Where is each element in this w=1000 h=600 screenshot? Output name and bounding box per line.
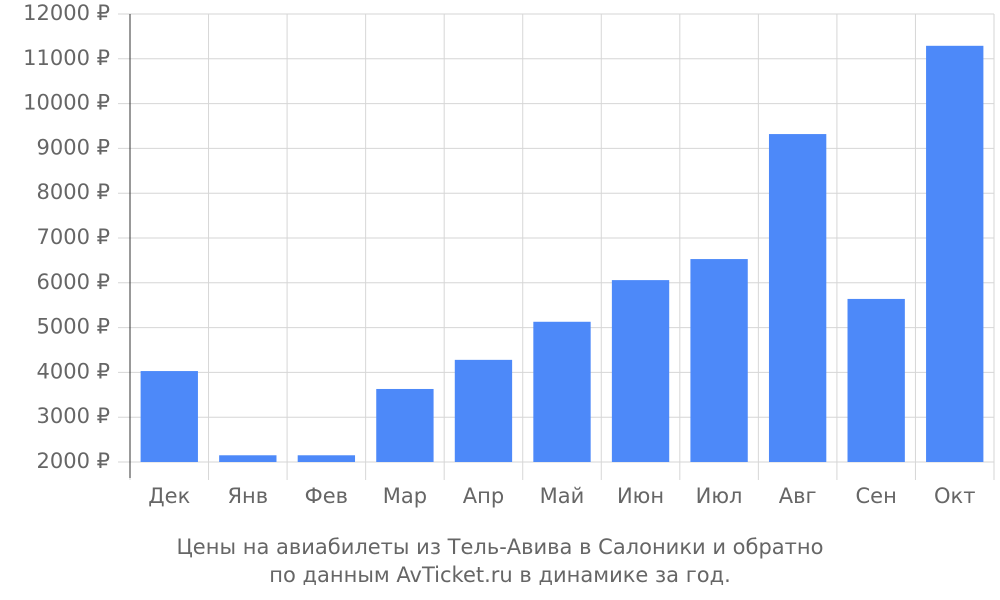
- bar: [533, 321, 591, 462]
- bar: [376, 388, 434, 462]
- x-tick-label: Июн: [617, 484, 664, 508]
- x-tick-label: Дек: [148, 484, 190, 508]
- x-tick-label: Сен: [856, 484, 897, 508]
- y-tick-label: 11000 ₽: [23, 46, 110, 70]
- y-tick-label: 7000 ₽: [37, 225, 110, 249]
- y-tick-label: 9000 ₽: [37, 135, 110, 159]
- y-tick-label: 12000 ₽: [23, 1, 110, 25]
- bar: [768, 134, 827, 462]
- x-tick-label: Мар: [383, 484, 427, 508]
- y-tick-label: 8000 ₽: [37, 180, 110, 204]
- y-tick-label: 4000 ₽: [37, 359, 110, 383]
- y-tick-label: 2000 ₽: [37, 449, 110, 473]
- x-tick-label: Фев: [305, 484, 348, 508]
- bar: [690, 259, 748, 462]
- caption-line: Цены на авиабилеты из Тель-Авива в Салон…: [177, 535, 824, 559]
- x-tick-label: Окт: [934, 484, 975, 508]
- x-tick-label: Янв: [227, 484, 268, 508]
- bar: [611, 280, 670, 462]
- bar: [219, 455, 277, 462]
- x-tick-label: Апр: [463, 484, 504, 508]
- y-tick-label: 6000 ₽: [37, 270, 110, 294]
- y-tick-label: 5000 ₽: [37, 315, 110, 339]
- y-tick-label: 3000 ₽: [37, 404, 110, 428]
- caption-line: по данным AvTicket.ru в динамике за год.: [269, 563, 731, 587]
- bar: [847, 298, 905, 462]
- x-tick-label: Авг: [779, 484, 817, 508]
- bar: [140, 371, 198, 462]
- y-tick-label: 10000 ₽: [23, 91, 110, 115]
- bar: [297, 455, 356, 462]
- x-tick-label: Май: [540, 484, 585, 508]
- bar: [454, 359, 513, 462]
- bar: [926, 45, 984, 463]
- x-tick-label: Июл: [696, 484, 743, 508]
